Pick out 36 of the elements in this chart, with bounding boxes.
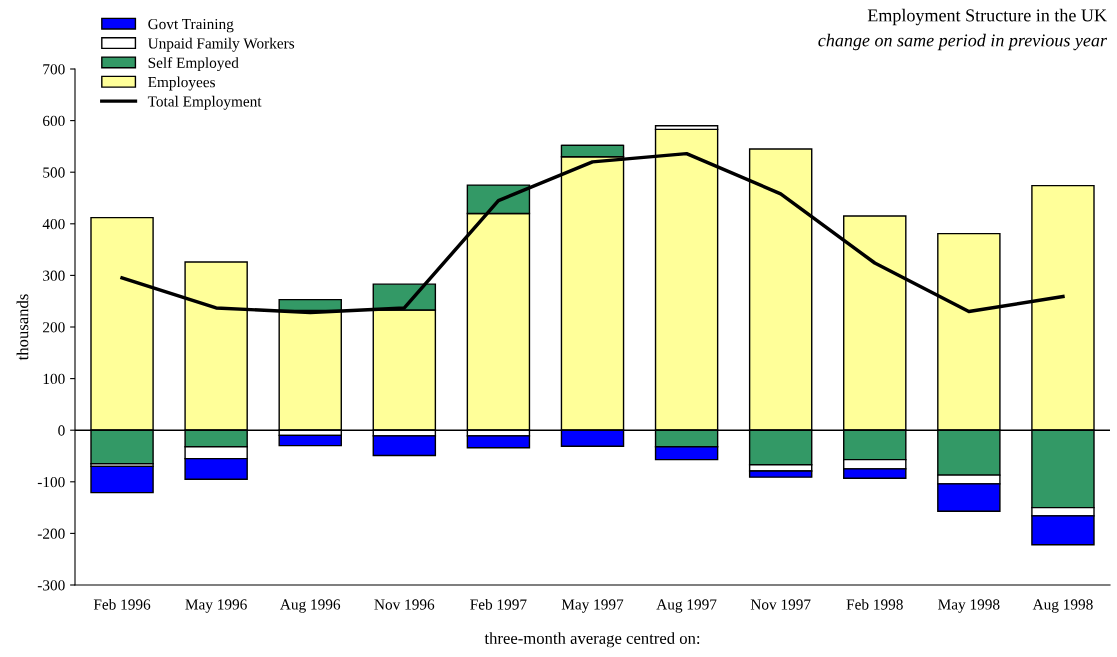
x-tick-label: Aug 1998 xyxy=(1032,599,1093,613)
y-tick-label: 500 xyxy=(43,167,65,178)
y-tick-label: -300 xyxy=(37,580,65,591)
bar xyxy=(278,298,342,312)
legend-label: Unpaid Family Workers xyxy=(147,37,295,52)
x-tick-label: May 1998 xyxy=(938,599,1000,613)
x-tick-label: May 1996 xyxy=(185,599,247,613)
y-tick-label: 300 xyxy=(43,270,65,281)
y-tick-label: -100 xyxy=(37,476,65,488)
legend-label: Self Employed xyxy=(148,57,239,72)
x-tick-label: May 1997 xyxy=(561,599,624,613)
y-tick-label: 600 xyxy=(43,115,65,127)
x-tick-label: Nov 1997 xyxy=(750,599,811,610)
y-tick-label: 700 xyxy=(43,64,65,75)
chart-title: Employment Structure in the UK xyxy=(867,8,1107,26)
legend-label: Govt Training xyxy=(148,18,234,33)
y-tick-label: 400 xyxy=(42,218,65,230)
x-tick-label: Feb 1996 xyxy=(93,598,151,610)
y-tick-label: 100 xyxy=(43,373,65,385)
y-tick-label: -200 xyxy=(37,528,65,539)
y-tick-label: 200 xyxy=(43,322,65,333)
bar xyxy=(372,435,437,457)
bar xyxy=(90,465,154,494)
x-axis-title: three-month average centred on: xyxy=(484,632,700,648)
x-tick-label: Feb 1998 xyxy=(846,598,903,610)
legend-label: Total Employment xyxy=(147,95,262,110)
bar xyxy=(278,434,342,447)
y-axis-title: thousands xyxy=(16,294,29,361)
x-tick-label: Feb 1997 xyxy=(470,598,527,610)
x-tick-label: Aug 1996 xyxy=(280,599,341,613)
x-tick-label: Nov 1996 xyxy=(374,599,435,610)
bar xyxy=(466,435,531,449)
y-tick-label: 0 xyxy=(58,425,65,436)
chart-subtitle: change on same period in previous year xyxy=(818,33,1108,51)
legend-label: Employees xyxy=(148,76,215,91)
x-tick-label: Aug 1997 xyxy=(656,599,717,613)
